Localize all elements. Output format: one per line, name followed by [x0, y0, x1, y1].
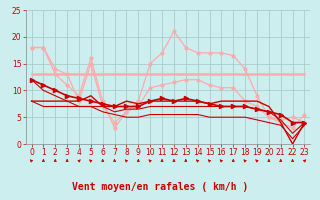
Text: Vent moyen/en rafales ( km/h ): Vent moyen/en rafales ( km/h ) [72, 182, 248, 192]
